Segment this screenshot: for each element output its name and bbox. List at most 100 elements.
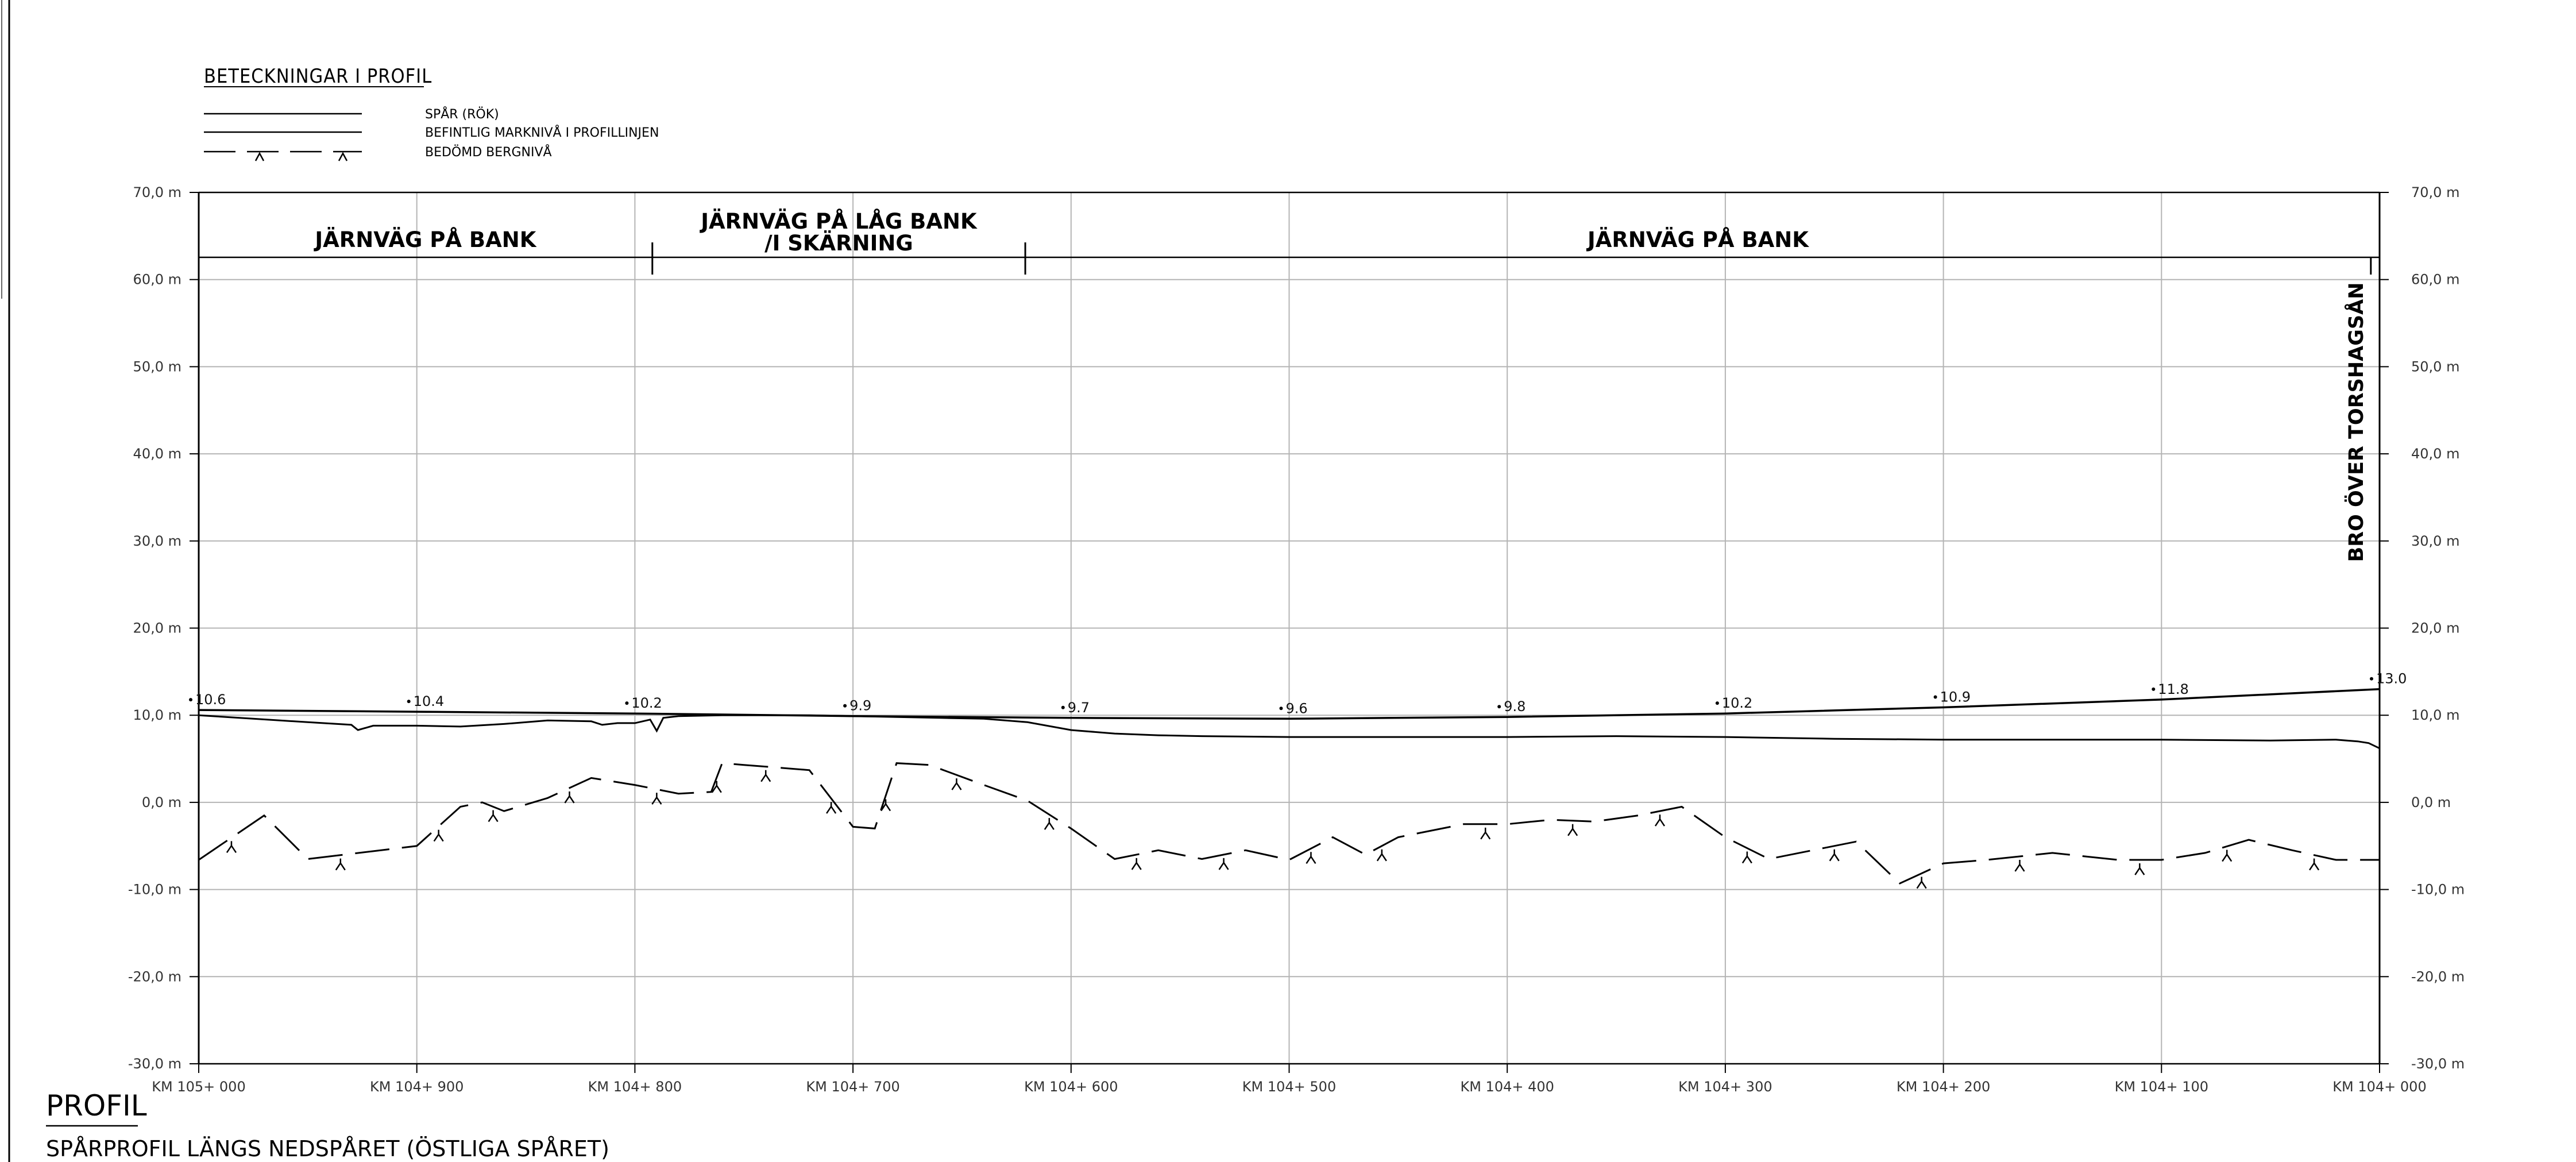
- elevation-dot: [1715, 701, 1719, 705]
- rock-symbol: [1131, 858, 1142, 870]
- y-tick-label-left: 20,0 m: [133, 620, 181, 636]
- rock-symbol: [1480, 827, 1491, 840]
- grid: [198, 192, 2380, 1064]
- y-tick-label-right: 0,0 m: [2411, 794, 2451, 810]
- axes: 70,0 m 70,0 m 60,0 m 60,0 m 50,0 m 50,0 m 40,0…: [128, 184, 2465, 1095]
- elevation-label: 9.6: [1286, 700, 1308, 716]
- legend: BETECKNINGAR I PROFIL SPÅR (RÖK) BEFINTL…: [204, 65, 659, 161]
- rock-symbol: [1306, 852, 1316, 864]
- elevation-dot: [1497, 705, 1501, 709]
- rock-symbol: [2222, 850, 2233, 862]
- rock-symbol: [1044, 818, 1055, 830]
- y-tick-label-right: 50,0 m: [2411, 358, 2459, 375]
- y-tick-label-left: 10,0 m: [133, 707, 181, 723]
- elevation-dot: [625, 701, 629, 705]
- y-tick-label-right: -10,0 m: [2411, 882, 2465, 898]
- rock-symbol: [1916, 877, 1927, 889]
- rock-symbol: [2014, 859, 2025, 872]
- x-tick-label: KM 104+ 400: [1460, 1079, 1554, 1095]
- y-tick-label-left: 70,0 m: [133, 184, 181, 200]
- y-tick-label-right: -30,0 m: [2411, 1056, 2465, 1072]
- elevation-label: 10.9: [1940, 689, 1971, 705]
- page-subtitle: SPÅRPROFIL LÄNGS NEDSPÅRET (ÖSTLIGA SPÅR…: [46, 1136, 609, 1161]
- x-tick-label: KM 104+ 100: [2115, 1079, 2208, 1095]
- section-label: JÄRNVÄG PÅ BANK: [313, 227, 536, 252]
- elevation-labels: 10.6 10.4 10.2 9.9 9.7 9.6 9.8 10.2 10.9 11.8 13.0: [189, 671, 2407, 716]
- y-tick-label-right: -20,0 m: [2411, 968, 2465, 985]
- y-tick-label-right: 30,0 m: [2411, 533, 2459, 549]
- x-tick-label: KM 105+ 000: [152, 1079, 245, 1095]
- elevation-dot: [843, 704, 847, 708]
- rock-symbol: [1829, 849, 1840, 862]
- y-tick-label-left: -30,0 m: [128, 1056, 181, 1072]
- y-tick-label-right: 10,0 m: [2411, 707, 2459, 723]
- rock-symbol: [564, 791, 575, 804]
- rock-symbol: [951, 778, 962, 790]
- rock-symbol: [2309, 858, 2320, 871]
- legend-title: BETECKNINGAR I PROFIL: [204, 65, 432, 88]
- rock-symbol: [1218, 858, 1229, 870]
- section-label: JÄRNVÄG PÅ LÅG BANK/I SKÄRNING: [699, 209, 978, 256]
- rock-symbol: [2134, 863, 2145, 875]
- rock-symbol: [1654, 814, 1666, 827]
- elevation-label: 10.2: [631, 695, 662, 711]
- y-tick-label-right: 70,0 m: [2411, 184, 2459, 200]
- legend-rock-symbol: [254, 152, 348, 161]
- x-tick-label: KM 104+ 300: [1678, 1079, 1772, 1095]
- y-tick-label-left: -10,0 m: [128, 882, 181, 898]
- elevation-dot: [2370, 677, 2373, 681]
- elevation-label: 11.8: [2158, 681, 2188, 697]
- legend-item-ground: BEFINTLIG MARKNIVÅ I PROFILLINJEN: [425, 125, 659, 140]
- rock-symbol: [760, 770, 771, 782]
- elevation-label: 13.0: [2376, 671, 2407, 687]
- elevation-label: 10.4: [414, 693, 444, 709]
- legend-item-track: SPÅR (RÖK): [425, 106, 499, 122]
- x-tick-label: KM 104+ 700: [806, 1079, 899, 1095]
- y-tick-label-right: 60,0 m: [2411, 272, 2459, 288]
- y-tick-label-left: 40,0 m: [133, 446, 181, 462]
- elevation-label: 9.9: [849, 698, 871, 714]
- page-title: PROFIL: [46, 1089, 147, 1122]
- elevation-label: 9.8: [1504, 698, 1525, 715]
- legend-item-rock: BEDÖMD BERGNIVÅ: [425, 144, 552, 160]
- elevation-dot: [1061, 705, 1065, 709]
- section-bands: JÄRNVÄG PÅ BANK JÄRNVÄG PÅ LÅG BANK/I SKÄ…: [199, 209, 2380, 275]
- ground-line: [198, 714, 2380, 750]
- y-tick-label-right: 40,0 m: [2411, 446, 2459, 462]
- y-tick-label-left: 60,0 m: [133, 272, 181, 288]
- elevation-label: 10.6: [195, 692, 226, 708]
- elevation-dot: [1933, 695, 1937, 699]
- bridge-label: BRO ÖVER TORSHAGSÅN: [2344, 283, 2368, 562]
- x-tick-label: KM 104+ 900: [370, 1079, 464, 1095]
- rock-symbol: [1741, 851, 1752, 864]
- rock-symbol: [433, 829, 444, 842]
- y-tick-label-right: 20,0 m: [2411, 620, 2459, 636]
- elevation-dot: [189, 698, 192, 702]
- rock-symbol: [1376, 849, 1387, 862]
- y-tick-label-left: -20,0 m: [128, 968, 181, 985]
- elevation-dot: [407, 700, 411, 704]
- rock-line: [198, 762, 2380, 885]
- section-label: JÄRNVÄG PÅ BANK: [1586, 227, 1809, 252]
- rock-symbol: [335, 858, 346, 871]
- series: [198, 688, 2380, 889]
- elevation-label: 9.7: [1068, 700, 1090, 716]
- x-tick-label: KM 104+ 600: [1024, 1079, 1118, 1095]
- y-tick-label-left: 0,0 m: [142, 794, 181, 810]
- elevation-label: 10.2: [1722, 695, 1752, 711]
- rock-symbol: [1567, 824, 1578, 836]
- rock-symbol: [651, 793, 662, 805]
- x-tick-label: KM 104+ 000: [2332, 1079, 2426, 1095]
- rock-symbol: [711, 781, 722, 793]
- y-tick-label-left: 50,0 m: [133, 358, 181, 375]
- track-line: [198, 688, 2380, 720]
- rock-symbol: [880, 799, 891, 812]
- y-tick-label-left: 30,0 m: [133, 533, 181, 549]
- elevation-dot: [1279, 707, 1283, 711]
- x-tick-label: KM 104+ 200: [1897, 1079, 1990, 1095]
- rock-symbol: [488, 810, 499, 823]
- rock-symbol: [226, 841, 237, 854]
- elevation-dot: [2152, 687, 2156, 691]
- x-tick-label: KM 104+ 800: [588, 1079, 682, 1095]
